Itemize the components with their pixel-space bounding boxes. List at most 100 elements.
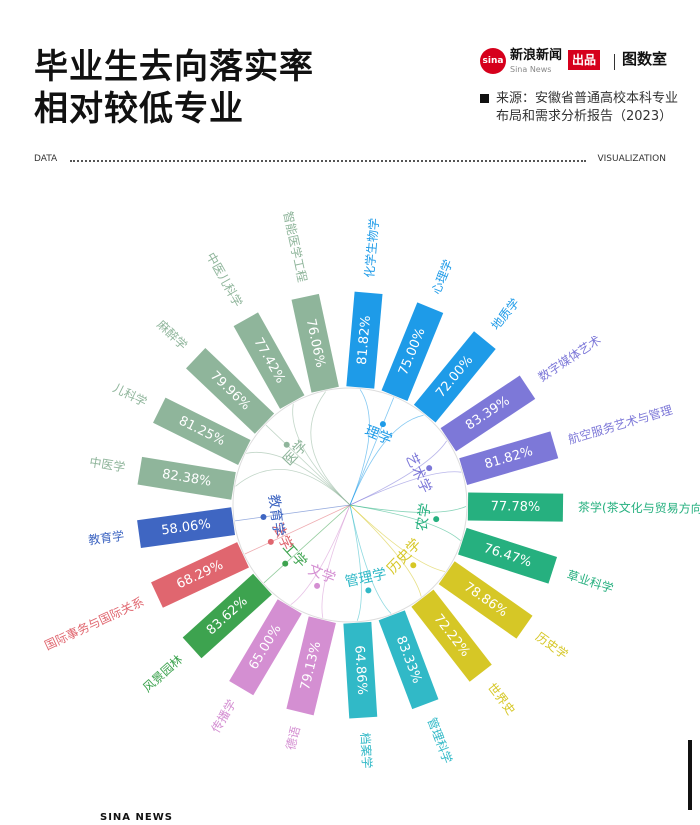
bar	[458, 527, 558, 584]
bar-category-label: 数字媒体艺术	[535, 332, 603, 384]
group-branch	[349, 389, 370, 506]
bar-category-label: 传播学	[208, 697, 239, 736]
bar-category-label: 儿科学	[111, 380, 150, 409]
bar-category-label: 中医儿科学	[203, 250, 245, 310]
rule-dotted-line	[70, 160, 586, 162]
bar	[378, 610, 439, 710]
bar	[229, 599, 302, 696]
group-node	[283, 441, 290, 448]
bar-category-label: 档案学	[358, 732, 375, 769]
group-branch	[349, 440, 447, 506]
bar-category-label: 世界史	[485, 680, 518, 717]
bar	[346, 291, 383, 389]
group-label: 农学	[414, 502, 434, 532]
bar-category-label: 心理学	[428, 257, 455, 296]
bar-category-label: 茶学(茶文化与贸易方向)	[578, 499, 700, 516]
group-links	[232, 387, 468, 623]
group-node	[379, 421, 386, 428]
bar-category-label: 航空服务艺术与管理	[566, 402, 674, 447]
page-title: 毕业生去向落实率 相对较低专业	[34, 46, 314, 130]
tushushi-logo-icon: 图数室	[622, 50, 668, 68]
bar	[233, 312, 305, 409]
group-label: 医学	[280, 438, 311, 469]
group-branch	[246, 452, 351, 506]
group-node	[267, 538, 274, 545]
title-line-1: 毕业生去向落实率	[34, 47, 314, 87]
bar	[286, 616, 336, 716]
group-label: 管理学	[344, 566, 388, 590]
bar-category-label: 化学生物学	[361, 217, 381, 278]
group-branch	[263, 504, 351, 584]
rule-label-left: DATA	[34, 154, 58, 164]
bar-category-label: 麻醉学	[154, 317, 190, 353]
bar	[137, 456, 236, 500]
bar	[186, 348, 275, 434]
bar	[411, 589, 492, 682]
group-label: 教育学	[265, 493, 287, 537]
bar-category-label: 风景园林	[140, 652, 185, 695]
bar	[182, 573, 272, 659]
group-label: 艺术学	[402, 451, 434, 496]
group-branch	[349, 504, 362, 621]
group-branch	[235, 504, 351, 522]
source-text: 来源：安徽省普通高校本科专业布局和需求分析报告（2023）	[496, 91, 679, 124]
brand-block: sina 新浪新闻 Sina News 出品 图数室	[480, 46, 680, 78]
inner-ring	[232, 387, 468, 623]
group-label: 理学	[362, 423, 394, 448]
bar	[467, 492, 564, 522]
group-branch	[349, 504, 446, 572]
group-node	[260, 513, 267, 520]
brand-divider	[614, 54, 615, 70]
bar	[381, 302, 444, 401]
bar	[153, 397, 251, 466]
group-node	[314, 582, 321, 589]
corner-decoration	[688, 740, 692, 810]
group-node	[365, 587, 372, 594]
group-branch	[235, 468, 351, 506]
group-branch	[349, 414, 424, 506]
bar-value-label: 64.86%	[351, 645, 369, 695]
group-branch	[321, 504, 351, 618]
bar	[459, 431, 559, 486]
group-branch	[290, 504, 351, 606]
group-branch	[349, 471, 462, 506]
bar-value-label: 81.82%	[355, 315, 374, 366]
bar-value-label: 58.06%	[160, 517, 211, 539]
bar-category-label: 中医学	[88, 454, 126, 475]
bar	[343, 621, 378, 719]
bar-category-label: 历史学	[533, 629, 571, 662]
group-node	[410, 562, 417, 569]
group-branch	[349, 504, 467, 513]
brand-name: 新浪新闻	[510, 48, 563, 63]
bar	[440, 375, 536, 452]
sina-logo-icon: sina	[480, 48, 506, 74]
bar	[291, 293, 339, 393]
bar	[438, 561, 533, 639]
group-branch	[310, 391, 351, 506]
bar-category-label: 地质学	[488, 295, 522, 332]
group-branch	[349, 504, 392, 614]
bar-value-label: 77.78%	[491, 499, 541, 515]
group-node	[433, 516, 440, 523]
group-branch	[244, 504, 351, 555]
group-branch	[349, 504, 422, 597]
bar	[151, 542, 249, 608]
bar-category-label: 教育学	[87, 528, 125, 548]
source-bullet-icon	[480, 94, 489, 103]
bar-category-label: 管理科学	[425, 715, 456, 765]
brand-name-en: Sina News	[510, 65, 552, 74]
footer-brand: SINA NEWS	[100, 812, 173, 823]
bar	[137, 507, 236, 548]
bar-category-label: 智能医学工程	[281, 210, 311, 284]
source-note: 来源：安徽省普通高校本科专业布局和需求分析报告（2023）	[480, 90, 680, 126]
title-line-2: 相对较低专业	[34, 89, 244, 129]
bars	[137, 291, 564, 719]
bar	[413, 331, 496, 423]
bar-category-label: 草业科学	[565, 567, 615, 596]
group-branch	[349, 504, 461, 541]
bar-category-label: 国际事务与国际关系	[42, 594, 146, 653]
bar-category-label: 德语	[283, 725, 303, 752]
group-label: 历史学	[384, 536, 425, 577]
group-node	[426, 465, 433, 472]
